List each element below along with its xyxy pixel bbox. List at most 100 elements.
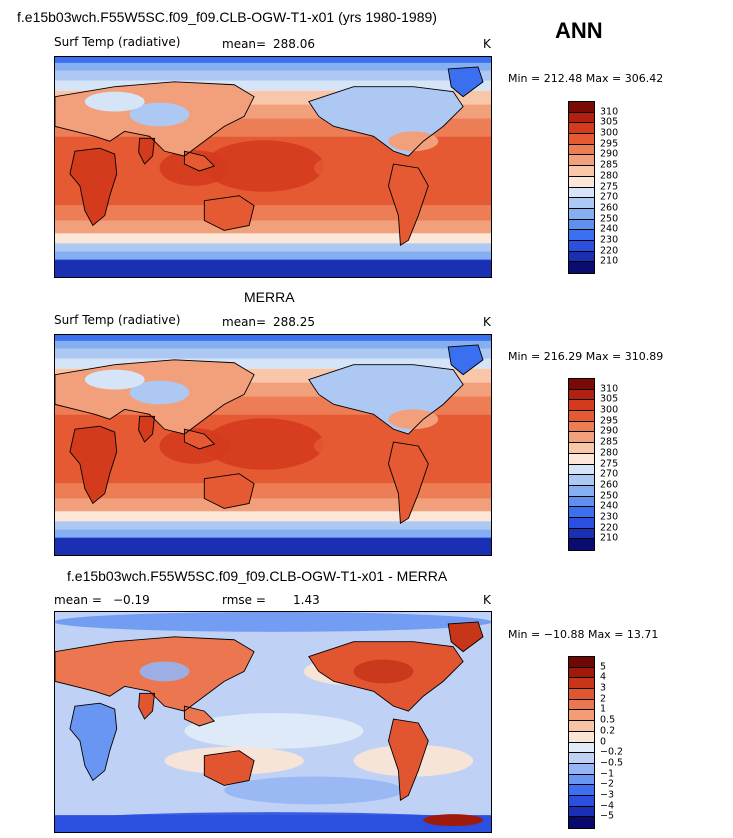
- panel1-max-label: Max =: [585, 72, 622, 85]
- colorbar-swatch: [569, 443, 594, 454]
- colorbar-swatch: [569, 806, 594, 818]
- colorbar-tick-label: 230: [600, 511, 619, 523]
- colorbar-tick-label: 260: [600, 202, 619, 214]
- colorbar-tick-label: −2: [600, 778, 615, 790]
- panel3-mean-value: −0.19: [113, 593, 150, 607]
- colorbar-tick-label: 210: [600, 532, 619, 544]
- panel2-max-label: Max =: [585, 350, 622, 363]
- coastline-northamerica: [308, 641, 464, 712]
- coastline-africa: [69, 425, 118, 505]
- colorbar-tick-label: −3: [600, 789, 615, 801]
- colorbar-tick-label: 3: [600, 682, 607, 694]
- colorbar-swatch: [569, 187, 594, 199]
- colorbar-tick-label: 290: [600, 148, 619, 160]
- diff-land-antarctica: [55, 815, 491, 832]
- coastline-northamerica: [308, 86, 464, 157]
- colorbar-swatch: [569, 421, 594, 433]
- panel2-colorbar-ticks: 310 305 300 295 290 285 280 275 270 260 250 240 230 2…: [600, 378, 640, 551]
- panel3-colorbar-ticks: 5 4 3 2 1 0.5 0.2 0 −0.2 −0.5 −1 −2 −3 −4 −5: [600, 656, 640, 829]
- land-australia: [204, 473, 255, 509]
- colorbar-swatch: [569, 528, 594, 540]
- land-greenland: [448, 344, 484, 375]
- panel2-map: [54, 334, 492, 556]
- panel1-map: [54, 56, 492, 278]
- panel2-min-label: Min =: [508, 350, 541, 363]
- colorbar-swatch: [569, 240, 594, 252]
- colorbar-swatch: [569, 102, 594, 113]
- colorbar-tick-label: 220: [600, 522, 619, 534]
- colorbar-swatch: [569, 475, 594, 486]
- colorbar-swatch: [569, 144, 594, 156]
- colorbar-swatch: [569, 785, 594, 796]
- land-south-america: [388, 442, 429, 524]
- panel2-title: MERRA: [244, 289, 295, 305]
- colorbar-swatch: [569, 251, 594, 263]
- colorbar-swatch: [569, 795, 594, 807]
- colorbar-tick-label: 290: [600, 425, 619, 437]
- land-se-asia: [184, 429, 215, 449]
- panel1-min-value: 212.48: [543, 72, 583, 85]
- panel1-mean-label: mean=: [222, 37, 267, 51]
- colorbar-swatch: [569, 123, 594, 135]
- colorbar-swatch: [569, 507, 594, 518]
- colorbar-swatch: [569, 689, 594, 700]
- colorbar-tick-label: 270: [600, 191, 619, 203]
- panel2-colorbar: [568, 378, 595, 551]
- coastline-africa: [69, 702, 118, 782]
- colorbar-tick-label: 4: [600, 671, 607, 683]
- colorbar-tick-label: 260: [600, 479, 619, 491]
- colorbar-swatch: [569, 667, 594, 679]
- colorbar-tick-label: 5: [600, 661, 607, 673]
- coastline-australia: [203, 195, 255, 231]
- panel2-minmax: Min = 216.29 Max = 310.89: [508, 350, 663, 363]
- coastline-india: [138, 137, 156, 165]
- colorbar-swatch: [569, 166, 594, 177]
- colorbar-swatch: [569, 453, 594, 465]
- panel2-temperature-field: [55, 335, 491, 555]
- colorbar-swatch: [569, 134, 594, 145]
- land-africa: [69, 148, 117, 226]
- colorbar-swatch: [569, 699, 594, 711]
- diff-land-africa: [69, 703, 117, 781]
- colorbar-tick-label: 240: [600, 223, 619, 235]
- colorbar-tick-label: 230: [600, 234, 619, 246]
- colorbar-swatch: [569, 539, 594, 550]
- colorbar-swatch: [569, 176, 594, 188]
- colorbar-tick-label: 275: [600, 458, 619, 469]
- panel3-min-value: −10.88: [543, 628, 585, 641]
- diff-land-greenland: [448, 621, 484, 652]
- colorbar-tick-label: 0: [600, 736, 607, 747]
- coastline-greenland: [447, 621, 484, 653]
- colorbar-tick-label: −0.5: [600, 757, 624, 769]
- colorbar-swatch: [569, 155, 594, 167]
- colorbar-tick-label: 305: [600, 393, 619, 405]
- colorbar-tick-label: 300: [600, 404, 619, 416]
- colorbar-tick-label: 270: [600, 468, 619, 480]
- colorbar-tick-label: 220: [600, 245, 619, 257]
- colorbar-tick-label: −4: [600, 800, 615, 812]
- colorbar-swatch: [569, 379, 594, 390]
- panel3-units: K: [483, 593, 491, 607]
- panel3-map: [54, 611, 492, 833]
- colorbar-tick-label: 285: [600, 436, 619, 448]
- colorbar-swatch: [569, 400, 594, 412]
- colorbar-swatch: [569, 753, 594, 764]
- land-se-asia: [184, 151, 215, 171]
- coastline-australia: [203, 473, 255, 509]
- diff-land-south-america: [388, 719, 429, 801]
- colorbar-tick-label: 305: [600, 116, 619, 128]
- colorbar-swatch: [569, 774, 594, 786]
- colorbar-tick-label: 2: [600, 693, 607, 705]
- diff-land-australia: [204, 750, 255, 786]
- colorbar-swatch: [569, 710, 594, 722]
- colorbar-tick-label: 0.5: [600, 714, 616, 726]
- colorbar-swatch: [569, 464, 594, 476]
- coastline-southamerica: [388, 163, 429, 247]
- colorbar-swatch: [569, 763, 594, 775]
- coastline-india: [138, 692, 156, 720]
- panel1-min-label: Min =: [508, 72, 541, 85]
- colorbar-swatch: [569, 657, 594, 668]
- panel3-rmse-value: 1.43: [293, 593, 320, 607]
- colorbar-tick-label: −5: [600, 810, 615, 822]
- panel2-units: K: [483, 315, 491, 329]
